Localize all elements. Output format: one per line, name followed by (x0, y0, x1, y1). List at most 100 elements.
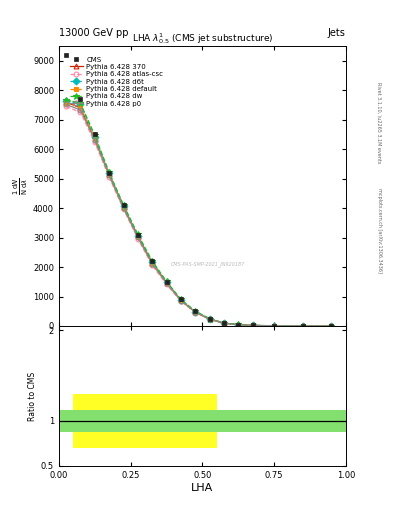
Pythia 6.428 p0 (178, 297, 183, 304)
Pythia 6.428 default (178, 297, 183, 304)
Pythia 6.428 atlas-csc (193, 309, 198, 315)
Pythia 6.428 370 (150, 260, 154, 266)
Pythia 6.428 default (78, 104, 83, 110)
Pythia 6.428 d6t (222, 320, 226, 326)
Pythia 6.428 d6t (272, 323, 277, 329)
Pythia 6.428 d6t (150, 259, 154, 265)
Pythia 6.428 atlas-csc (136, 236, 140, 242)
Pythia 6.428 atlas-csc (64, 103, 68, 110)
Pythia 6.428 p0 (78, 107, 83, 113)
Pythia 6.428 default (222, 320, 226, 326)
Pythia 6.428 atlas-csc (329, 323, 334, 329)
Pythia 6.428 p0 (121, 205, 126, 211)
Pythia 6.428 370 (107, 171, 112, 177)
Text: 13000 GeV pp: 13000 GeV pp (59, 28, 129, 38)
Pythia 6.428 dw (329, 323, 334, 329)
Pythia 6.428 dw (64, 97, 68, 103)
Pythia 6.428 370 (329, 323, 334, 329)
Pythia 6.428 p0 (164, 280, 169, 286)
Pythia 6.428 370 (250, 323, 255, 329)
Pythia 6.428 default (193, 309, 198, 315)
Pythia 6.428 p0 (64, 101, 68, 108)
Pythia 6.428 atlas-csc (250, 323, 255, 329)
Pythia 6.428 dw (236, 322, 241, 328)
Pythia 6.428 370 (301, 323, 305, 329)
Pythia 6.428 p0 (301, 323, 305, 329)
Pythia 6.428 atlas-csc (107, 174, 112, 180)
Pythia 6.428 dw (121, 202, 126, 208)
Pythia 6.428 370 (272, 323, 277, 329)
Pythia 6.428 p0 (272, 323, 277, 329)
Text: mcplots.cern.ch [arXiv:1306.3436]: mcplots.cern.ch [arXiv:1306.3436] (377, 188, 382, 273)
Pythia 6.428 dw (222, 320, 226, 326)
Text: CMS-PAS-SMP-2021_JN920187: CMS-PAS-SMP-2021_JN920187 (171, 262, 245, 267)
Pythia 6.428 p0 (107, 173, 112, 179)
Pythia 6.428 atlas-csc (164, 282, 169, 288)
Pythia 6.428 default (272, 323, 277, 329)
Pythia 6.428 dw (92, 132, 97, 138)
Pythia 6.428 d6t (107, 170, 112, 177)
Pythia 6.428 dw (250, 323, 255, 329)
Pythia 6.428 dw (301, 323, 305, 329)
Pythia 6.428 dw (178, 296, 183, 303)
Pythia 6.428 p0 (236, 322, 241, 328)
Line: Pythia 6.428 d6t: Pythia 6.428 d6t (64, 98, 334, 328)
Pythia 6.428 atlas-csc (150, 262, 154, 268)
Pythia 6.428 d6t (178, 297, 183, 303)
Pythia 6.428 dw (193, 308, 198, 314)
Pythia 6.428 default (92, 135, 97, 141)
Pythia 6.428 d6t (301, 323, 305, 329)
Pythia 6.428 default (250, 323, 255, 329)
Pythia 6.428 d6t (78, 101, 83, 108)
Pythia 6.428 default (64, 99, 68, 105)
Title: LHA $\lambda^{1}_{0.5}$ (CMS jet substructure): LHA $\lambda^{1}_{0.5}$ (CMS jet substru… (132, 31, 273, 46)
Pythia 6.428 default (329, 323, 334, 329)
Pythia 6.428 dw (107, 169, 112, 176)
Pythia 6.428 atlas-csc (272, 323, 277, 329)
Pythia 6.428 370 (64, 99, 68, 105)
Pythia 6.428 370 (193, 309, 198, 315)
Pythia 6.428 default (236, 322, 241, 328)
Y-axis label: $\frac{1}{\mathrm{N}}\frac{\mathrm{d}N}{\mathrm{d}\lambda}$: $\frac{1}{\mathrm{N}}\frac{\mathrm{d}N}{… (12, 177, 30, 195)
Pythia 6.428 atlas-csc (178, 298, 183, 305)
Pythia 6.428 d6t (64, 97, 68, 103)
Line: Pythia 6.428 dw: Pythia 6.428 dw (63, 97, 334, 329)
Pythia 6.428 p0 (207, 316, 212, 322)
Line: Pythia 6.428 p0: Pythia 6.428 p0 (64, 102, 334, 328)
Pythia 6.428 p0 (250, 323, 255, 329)
Pythia 6.428 370 (222, 320, 226, 326)
Pythia 6.428 dw (272, 323, 277, 329)
Pythia 6.428 p0 (136, 234, 140, 240)
Line: Pythia 6.428 default: Pythia 6.428 default (64, 100, 334, 328)
Text: Rivet 3.1.10, \u2265 3.1M events: Rivet 3.1.10, \u2265 3.1M events (377, 82, 382, 163)
Pythia 6.428 370 (78, 105, 83, 111)
Pythia 6.428 default (164, 280, 169, 286)
Pythia 6.428 atlas-csc (121, 206, 126, 212)
Pythia 6.428 default (136, 234, 140, 240)
Line: Pythia 6.428 370: Pythia 6.428 370 (64, 100, 334, 328)
Pythia 6.428 p0 (193, 309, 198, 315)
Legend: CMS, Pythia 6.428 370, Pythia 6.428 atlas-csc, Pythia 6.428 d6t, Pythia 6.428 de: CMS, Pythia 6.428 370, Pythia 6.428 atla… (68, 55, 165, 108)
Pythia 6.428 p0 (150, 261, 154, 267)
Pythia 6.428 atlas-csc (236, 322, 241, 328)
Pythia 6.428 d6t (207, 316, 212, 322)
Pythia 6.428 d6t (136, 232, 140, 239)
Text: Jets: Jets (328, 28, 346, 38)
Pythia 6.428 d6t (329, 323, 334, 329)
Pythia 6.428 atlas-csc (301, 323, 305, 329)
X-axis label: LHA: LHA (191, 482, 213, 493)
Pythia 6.428 atlas-csc (78, 109, 83, 115)
Pythia 6.428 default (107, 172, 112, 178)
Pythia 6.428 d6t (236, 322, 241, 328)
Pythia 6.428 dw (78, 100, 83, 106)
Pythia 6.428 p0 (222, 320, 226, 326)
Pythia 6.428 370 (207, 316, 212, 322)
Pythia 6.428 dw (207, 315, 212, 322)
Pythia 6.428 370 (178, 297, 183, 304)
Pythia 6.428 370 (164, 280, 169, 286)
Pythia 6.428 370 (92, 136, 97, 142)
Pythia 6.428 dw (150, 258, 154, 264)
Pythia 6.428 d6t (121, 203, 126, 209)
Line: Pythia 6.428 atlas-csc: Pythia 6.428 atlas-csc (64, 104, 334, 328)
Pythia 6.428 default (121, 204, 126, 210)
